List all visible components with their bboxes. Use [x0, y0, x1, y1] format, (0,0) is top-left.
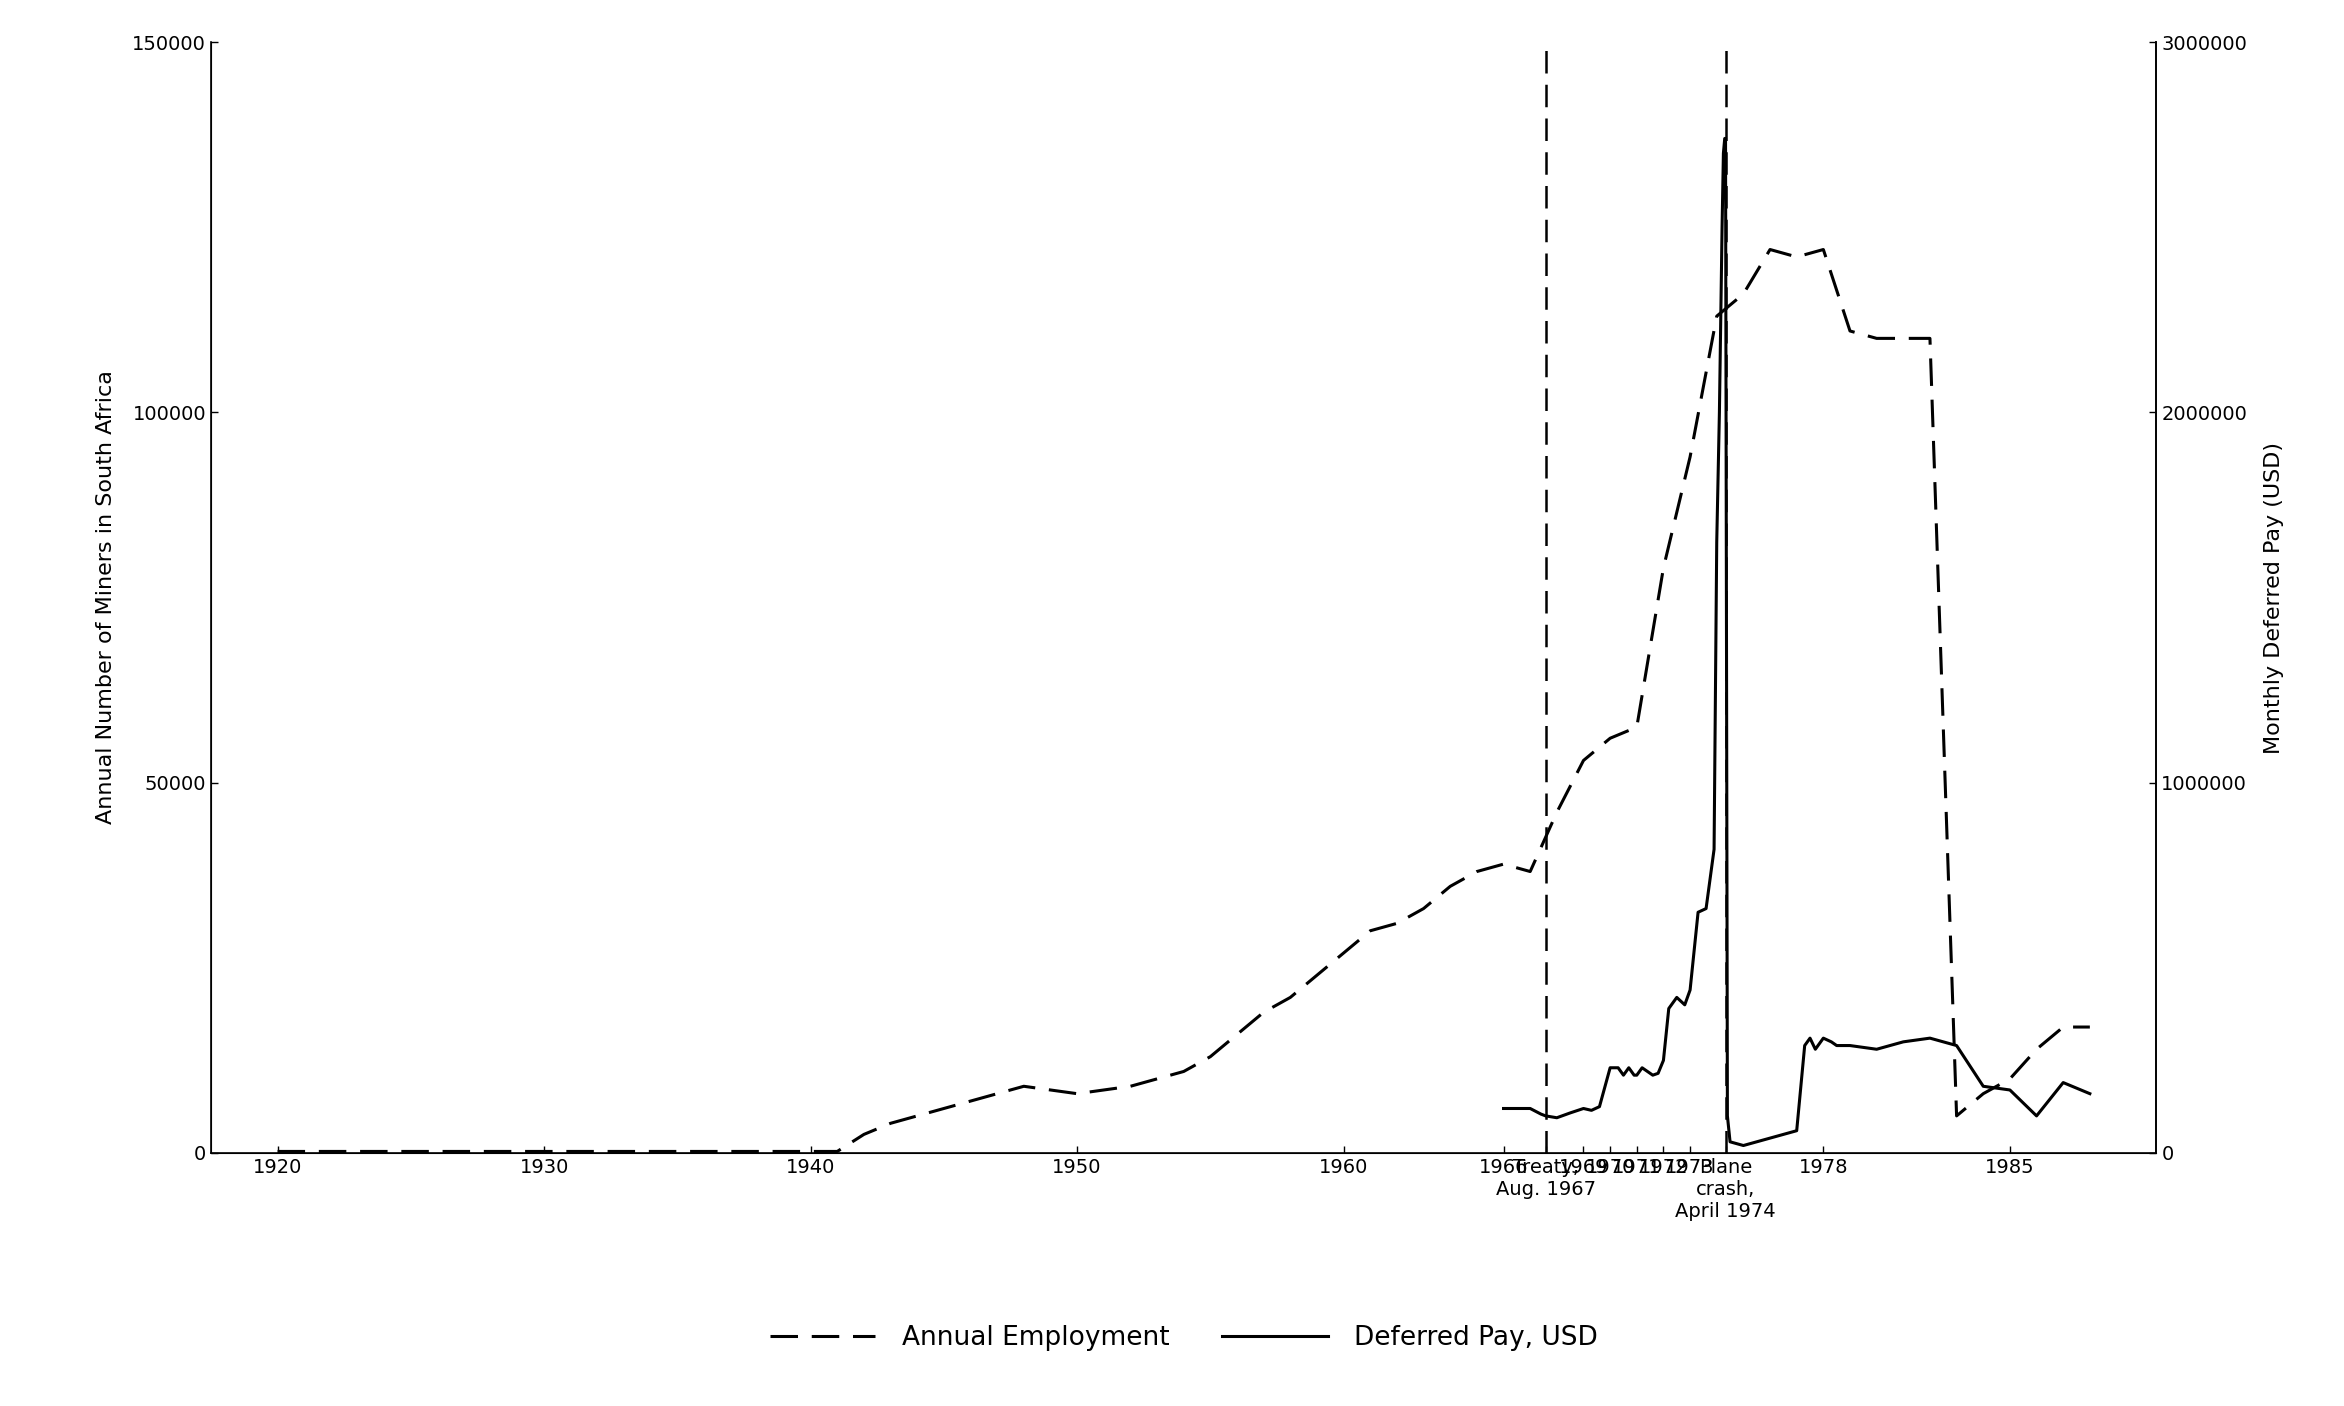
Y-axis label: Annual Number of Miners in South Africa: Annual Number of Miners in South Africa [96, 371, 115, 824]
Y-axis label: Monthly Deferred Pay (USD): Monthly Deferred Pay (USD) [2264, 441, 2283, 754]
Legend: Annual Employment, Deferred Pay, USD: Annual Employment, Deferred Pay, USD [759, 1315, 1608, 1362]
